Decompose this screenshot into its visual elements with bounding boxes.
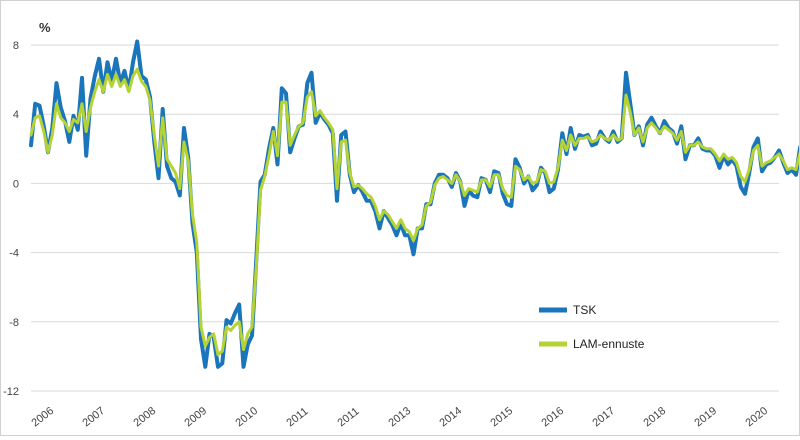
x-tick-label: 2011 xyxy=(335,405,361,429)
y-tick-label: -4 xyxy=(9,248,19,260)
legend-label: LAM-ennuste xyxy=(573,337,645,351)
x-tick-label: 2011 xyxy=(284,405,310,429)
x-tick-label: 2018 xyxy=(641,405,668,430)
x-tick-label: 2020 xyxy=(743,405,770,430)
y-tick-label: -12 xyxy=(3,386,19,398)
x-tick-label: 2016 xyxy=(539,405,566,430)
x-tick-label: 2008 xyxy=(131,405,158,430)
legend-label: TSK xyxy=(573,303,596,317)
x-tick-label: 2010 xyxy=(233,405,260,430)
x-tick-label: 2019 xyxy=(692,405,719,430)
x-tick-label: 2006 xyxy=(29,405,56,430)
x-tick-label: 2015 xyxy=(488,405,515,430)
y-tick-label: 8 xyxy=(13,40,19,52)
y-tick-label: 0 xyxy=(13,178,19,190)
y-axis-label: % xyxy=(39,20,51,35)
x-tick-label: 2014 xyxy=(437,405,464,430)
x-tick-label: 2017 xyxy=(590,405,617,430)
series-lines xyxy=(29,39,800,369)
x-tick-labels: 2006 2007 2008 2009 2010 2011 2011 2013 2014 2015… xyxy=(29,405,770,430)
y-tick-label: -8 xyxy=(9,317,19,329)
y-tick-labels: 8 4 0 -4 -8 -12 xyxy=(3,40,19,398)
x-tick-label: 2009 xyxy=(182,405,209,430)
series-line-lam-ennuste xyxy=(29,67,800,357)
y-tick-label: 4 xyxy=(13,109,19,121)
x-tick-label: 2013 xyxy=(386,405,413,430)
gridlines xyxy=(31,44,779,392)
x-tick-label: 2007 xyxy=(80,405,107,430)
legend: TSK LAM-ennuste xyxy=(539,303,645,351)
